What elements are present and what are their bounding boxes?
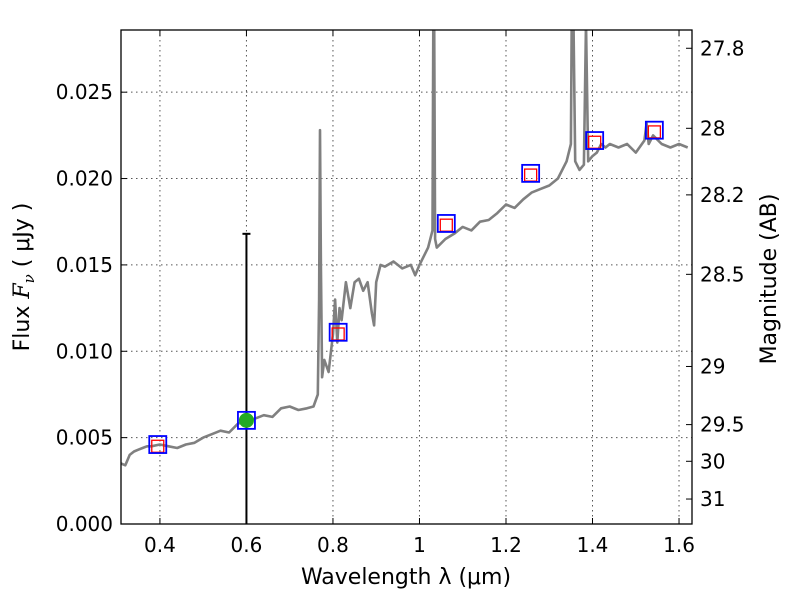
grid xyxy=(121,30,692,524)
plot-frame xyxy=(120,29,693,525)
x-tick-label: 0.8 xyxy=(317,533,349,557)
y2-tick-label: 28 xyxy=(700,116,725,140)
marker-layer xyxy=(148,120,664,454)
y2-tick-label: 31 xyxy=(700,487,725,511)
y-axis-title: Flux Fν ( μJy ) xyxy=(10,203,38,352)
x-axis-ticks: 0.4 0.6 0.8 1 1.2 1.4 1.6 xyxy=(144,30,695,557)
observed-box xyxy=(644,120,664,140)
y-tick-label: 0.000 xyxy=(56,512,113,536)
observed-box xyxy=(585,131,605,150)
detection-point xyxy=(238,412,254,428)
y2-tick-label: 28.5 xyxy=(700,262,745,286)
model-box xyxy=(439,218,453,232)
y-axis-title-suffix: ( μJy ) xyxy=(10,203,35,275)
spectrum-layer xyxy=(121,30,689,467)
model-box xyxy=(523,168,538,182)
y-tick-label: 0.010 xyxy=(56,339,113,363)
observed-box xyxy=(521,163,541,183)
x-tick-label: 1.2 xyxy=(490,533,522,557)
errorbar-layer xyxy=(242,232,251,524)
y-tick-label: 0.020 xyxy=(56,167,113,191)
observed-box xyxy=(148,435,168,454)
y-tick-label: 0.005 xyxy=(56,426,113,450)
y2-tick-label: 30 xyxy=(700,449,725,473)
y2-tick-label: 29 xyxy=(700,354,725,378)
y-axis-title-prefix: Flux xyxy=(10,299,35,352)
x-axis-title: Wavelength λ (μm) xyxy=(301,565,511,590)
observed-box xyxy=(436,214,456,233)
y2-tick-label: 27.8 xyxy=(700,36,745,60)
y-axis-title-symbol: F xyxy=(10,283,35,300)
x-tick-label: 0.4 xyxy=(144,533,176,557)
x-tick-label: 1 xyxy=(413,533,426,557)
y2-tick-label: 29.5 xyxy=(700,413,745,437)
y-tick-label: 0.015 xyxy=(56,253,113,277)
x-tick-label: 0.6 xyxy=(231,533,263,557)
y2-tick-label: 28.2 xyxy=(700,183,745,207)
observed-box xyxy=(328,322,348,342)
y-axis-ticks: 0.000 0.005 0.010 0.015 0.020 0.025 xyxy=(56,80,127,536)
x-tick-label: 1.4 xyxy=(577,533,609,557)
spectrum-line xyxy=(121,30,689,467)
y-axis-title-subscript: ν xyxy=(20,274,38,283)
observed-box xyxy=(237,410,256,430)
y2-axis-ticks: 27.8 28 28.2 28.5 29 29.5 30 31 xyxy=(686,36,745,511)
x-tick-label: 1.6 xyxy=(663,533,695,557)
y2-axis-title: Magnitude (AB) xyxy=(757,194,782,365)
y-tick-label: 0.025 xyxy=(56,80,113,104)
